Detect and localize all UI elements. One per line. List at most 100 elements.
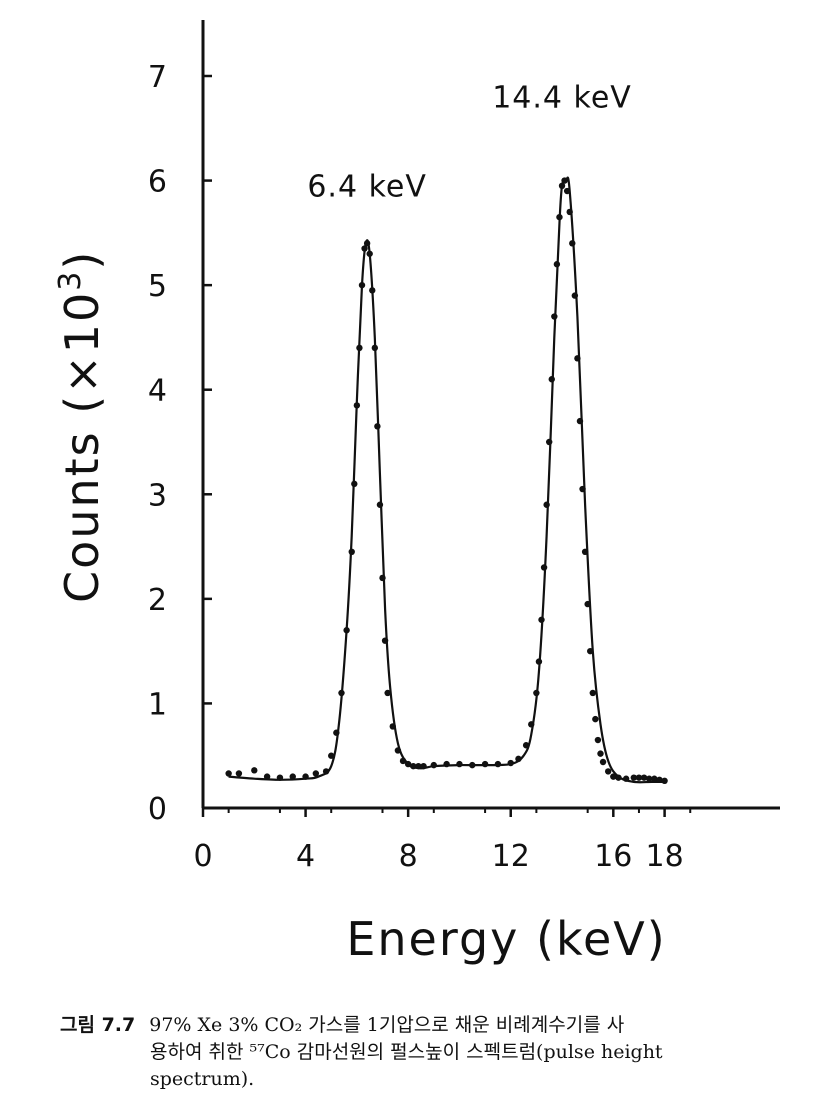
data-point bbox=[548, 376, 555, 383]
data-point bbox=[515, 755, 522, 763]
data-point bbox=[610, 773, 617, 780]
data-point bbox=[312, 770, 320, 777]
data-point bbox=[576, 417, 584, 425]
y-axis-title-close: ) bbox=[55, 250, 109, 270]
data-point bbox=[469, 761, 476, 769]
data-point bbox=[579, 485, 586, 493]
data-point bbox=[376, 501, 384, 508]
data-point bbox=[574, 355, 581, 362]
data-point bbox=[571, 292, 579, 299]
data-point bbox=[322, 768, 330, 775]
fit-curve-group bbox=[228, 176, 665, 784]
data-point bbox=[546, 438, 553, 446]
data-point bbox=[381, 637, 389, 644]
axes bbox=[201, 20, 780, 810]
data-point bbox=[615, 774, 622, 781]
x-tick-label: 4 bbox=[296, 839, 315, 874]
data-point bbox=[263, 773, 271, 780]
data-point bbox=[656, 776, 663, 783]
data-point bbox=[348, 548, 355, 555]
x-tick-label: 16 bbox=[594, 839, 632, 874]
data-point bbox=[235, 770, 243, 777]
data-point bbox=[569, 240, 576, 247]
caption-line-3: spectrum). bbox=[150, 1068, 255, 1090]
data-point bbox=[371, 344, 379, 352]
data-point bbox=[584, 600, 591, 608]
data-point bbox=[430, 761, 437, 769]
y-tick-label: 7 bbox=[148, 60, 167, 95]
data-point bbox=[635, 774, 643, 781]
data-point bbox=[556, 213, 563, 221]
data-point bbox=[366, 250, 373, 257]
data-point bbox=[622, 775, 630, 782]
data-point bbox=[363, 240, 371, 247]
figure-caption: 그림 7.7 97% Xe 3% CO₂ 가스를 1기압으로 채운 비례계수기를 … bbox=[60, 1012, 800, 1093]
data-point bbox=[415, 762, 422, 770]
y-axis-title-main: Counts (×10 bbox=[55, 291, 109, 603]
data-point bbox=[356, 344, 363, 352]
data-point bbox=[597, 750, 604, 757]
data-point bbox=[543, 501, 550, 508]
data-point bbox=[328, 752, 335, 759]
data-point bbox=[589, 689, 596, 697]
data-point bbox=[394, 747, 402, 754]
y-tick-label: 4 bbox=[148, 374, 167, 409]
data-point bbox=[640, 774, 648, 781]
data-point bbox=[374, 423, 381, 430]
data-point bbox=[630, 774, 638, 781]
data-point bbox=[535, 658, 543, 665]
data-point bbox=[289, 773, 296, 780]
data-point bbox=[661, 777, 668, 785]
caption-line-2: 용하여 취한 ⁵⁷Co 감마선원의 펄스높이 스펙트럼(pulse height bbox=[150, 1041, 663, 1063]
x-tick-label: 8 bbox=[399, 839, 418, 874]
data-point bbox=[646, 775, 653, 782]
y-tick-label: 1 bbox=[148, 687, 167, 722]
data-point bbox=[353, 402, 361, 409]
peak-label: 6.4 keV bbox=[307, 169, 427, 204]
data-point bbox=[379, 574, 386, 582]
y-tick-label: 3 bbox=[148, 478, 167, 513]
data-point bbox=[410, 762, 417, 770]
data-point bbox=[604, 768, 612, 775]
data-point bbox=[404, 760, 412, 768]
data-point bbox=[302, 773, 309, 780]
data-point bbox=[456, 760, 463, 768]
peak-label: 14.4 keV bbox=[492, 80, 632, 115]
data-point bbox=[599, 758, 607, 766]
data-point bbox=[338, 689, 345, 697]
y-tick-label: 2 bbox=[148, 583, 167, 618]
y-axis-title: Counts (×103) bbox=[53, 250, 109, 603]
data-point bbox=[443, 760, 450, 768]
data-points bbox=[225, 177, 668, 785]
y-tick-label: 6 bbox=[148, 165, 167, 200]
data-point bbox=[225, 770, 232, 777]
x-tick-label: 18 bbox=[646, 839, 684, 874]
data-point bbox=[399, 757, 407, 765]
data-point bbox=[507, 759, 514, 767]
data-point bbox=[361, 245, 368, 252]
data-point bbox=[251, 767, 258, 774]
data-point bbox=[343, 627, 350, 634]
data-point bbox=[481, 760, 489, 768]
x-tick-label: 0 bbox=[193, 839, 212, 874]
y-tick-label: 5 bbox=[148, 269, 167, 304]
data-point bbox=[420, 762, 427, 770]
x-axis-title: Energy (keV) bbox=[346, 912, 666, 966]
data-point bbox=[592, 715, 599, 723]
data-point bbox=[553, 261, 561, 268]
data-point bbox=[333, 729, 340, 736]
data-point bbox=[528, 721, 535, 728]
data-point bbox=[522, 742, 530, 749]
data-point bbox=[389, 723, 396, 730]
data-point bbox=[651, 775, 658, 782]
data-point bbox=[276, 774, 284, 781]
data-point bbox=[384, 689, 391, 697]
data-point bbox=[558, 182, 566, 189]
data-point bbox=[358, 281, 366, 289]
data-point bbox=[587, 647, 594, 655]
peak-annotations: 6.4 keV 14.4 keV bbox=[307, 80, 632, 204]
y-tick-label: 0 bbox=[148, 792, 167, 827]
data-point bbox=[369, 287, 376, 294]
